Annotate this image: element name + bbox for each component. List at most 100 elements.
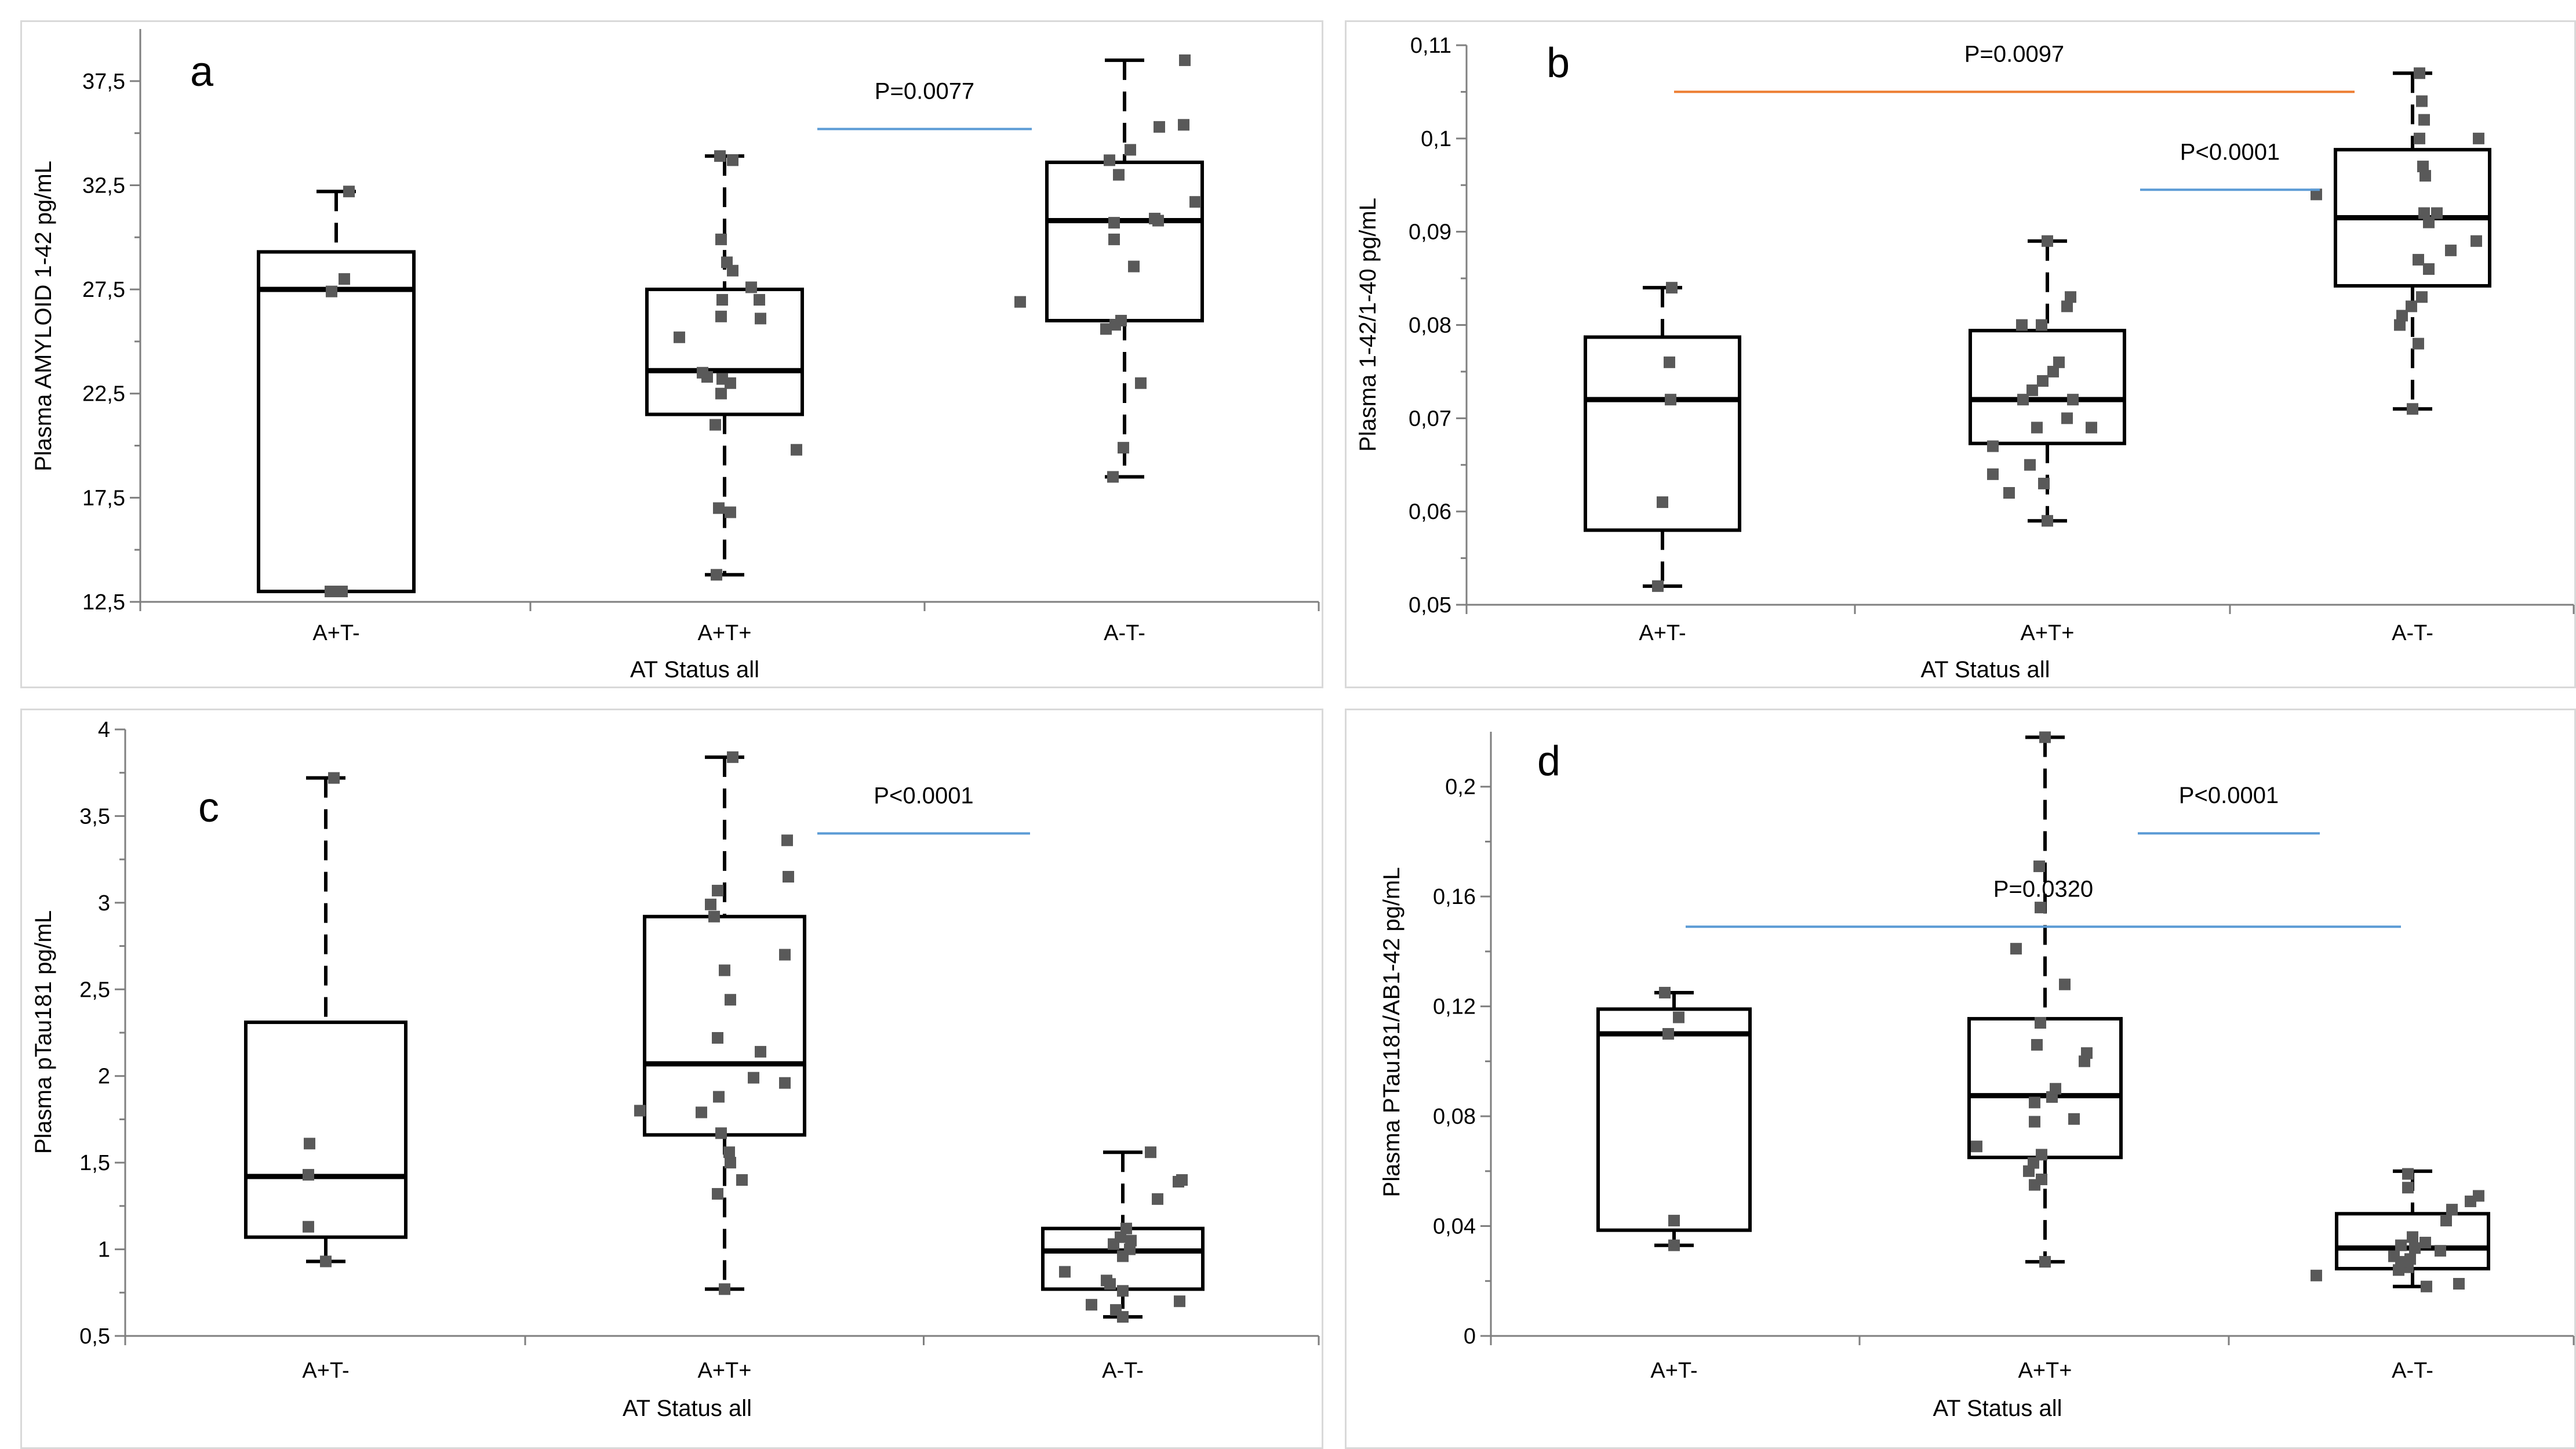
box-A+T-: [244, 776, 407, 1263]
data-point: [2059, 978, 2071, 990]
data-point: [2418, 114, 2430, 126]
y-tick-label: 0,16: [1433, 885, 1476, 909]
data-point: [2471, 235, 2482, 247]
data-point: [2061, 300, 2073, 313]
y-tick-label: 37,5: [82, 70, 125, 94]
data-point: [2402, 1182, 2414, 1194]
data-point: [2033, 860, 2045, 873]
data-point: [715, 233, 727, 245]
data-point: [1662, 1028, 1674, 1040]
y-tick-label: 12,5: [82, 590, 125, 615]
panel-letter: c: [198, 785, 219, 831]
box-A-T-: [2334, 71, 2491, 411]
box-A+T-: [1584, 286, 1741, 588]
data-point: [2038, 477, 2050, 489]
data-point: [2068, 1113, 2080, 1125]
x-tick-label: A-T-: [2392, 621, 2433, 645]
data-point: [748, 1072, 759, 1084]
data-point: [2423, 263, 2435, 275]
data-point: [1657, 496, 1668, 509]
box-A+T+: [645, 154, 804, 577]
y-tick-label: 0,04: [1433, 1215, 1476, 1239]
data-point: [1086, 1299, 1097, 1311]
data-point: [2407, 403, 2418, 415]
data-point: [1117, 1285, 1129, 1297]
significance-label: P<0.0001: [2179, 783, 2279, 808]
data-point: [2445, 244, 2457, 256]
data-point: [2065, 291, 2076, 303]
data-point: [2413, 253, 2424, 266]
x-tick-label: A+T-: [312, 621, 359, 645]
data-point: [2418, 207, 2430, 219]
box-iqr: [1967, 1016, 2123, 1160]
data-point: [715, 1127, 727, 1139]
y-tick-label: 0: [1464, 1324, 1476, 1349]
y-tick-label: 0,2: [1445, 775, 1476, 800]
data-point: [713, 502, 725, 514]
y-tick-label: 27,5: [82, 278, 125, 302]
data-point: [2029, 1096, 2040, 1109]
x-tick-label: A-T-: [2392, 1359, 2433, 1383]
data-point: [719, 1283, 730, 1295]
y-tick-label: 0,12: [1433, 995, 1476, 1019]
chart-b: 0,05 0,06 0,07 0,08 0,09 0,1 0,11 A+T- A+T+ A-T- A…: [1355, 34, 2575, 682]
data-point: [712, 1187, 723, 1200]
data-point: [736, 1174, 748, 1186]
y-tick-label: 0,08: [1433, 1105, 1476, 1129]
data-point: [754, 294, 765, 306]
y-axis-title: Plasma PTau181/AB1-42 pg/mL: [1379, 867, 1405, 1197]
data-point: [1665, 394, 1676, 406]
data-point: [1152, 1193, 1163, 1205]
x-tick-label: A+T+: [698, 1359, 752, 1383]
data-point: [2423, 216, 2435, 228]
data-point: [711, 569, 722, 581]
data-point: [1014, 296, 1026, 308]
data-point: [2036, 1149, 2047, 1161]
data-point: [1154, 121, 1165, 133]
data-point: [721, 256, 733, 268]
box-iqr: [1045, 160, 1204, 322]
data-point: [2053, 356, 2065, 368]
data-point: [1987, 468, 1999, 480]
data-point: [715, 387, 727, 400]
data-point: [2417, 161, 2429, 173]
data-point: [723, 1146, 735, 1159]
data-point: [725, 1157, 736, 1169]
data-point: [325, 586, 336, 598]
y-tick-label: 2: [98, 1065, 110, 1089]
data-point: [2086, 422, 2097, 434]
x-tick-label: A-T-: [1102, 1359, 1144, 1383]
data-point: [2446, 1204, 2458, 1216]
data-point: [727, 751, 738, 763]
data-point: [2036, 319, 2047, 331]
data-point: [1673, 1011, 1684, 1023]
box-iqr: [1584, 335, 1741, 532]
data-point: [2409, 1242, 2421, 1254]
y-tick-label: 0,5: [79, 1324, 110, 1349]
data-point: [716, 294, 728, 306]
y-tick-label: 0,08: [1409, 314, 1451, 338]
data-point: [791, 444, 802, 456]
data-point: [2036, 1174, 2047, 1186]
data-point: [713, 1091, 725, 1103]
y-tick-label: 17,5: [82, 486, 125, 510]
y-tick-label: 2,5: [79, 978, 110, 1002]
data-point: [2431, 207, 2443, 219]
data-point: [2311, 188, 2322, 201]
data-point: [2421, 1280, 2432, 1292]
data-point: [674, 331, 685, 343]
x-tick-label: A+T+: [2018, 1359, 2072, 1383]
data-point: [1113, 169, 1125, 181]
data-point: [2388, 1250, 2400, 1262]
data-point: [725, 506, 736, 518]
significance-label: P=0.0097: [1964, 41, 2064, 67]
significance-label: P=0.0320: [1993, 876, 2093, 902]
y-axis-title: Plasma 1-42/1-40 pg/mL: [1355, 198, 1381, 452]
y-axis-title: Plasma pTau181 pg/mL: [31, 910, 56, 1154]
data-point: [727, 154, 738, 166]
x-axis-title: AT Status all: [630, 657, 759, 682]
y-tick-label: 22,5: [82, 382, 125, 406]
data-point: [1659, 986, 1671, 998]
data-point: [1120, 1222, 1132, 1234]
